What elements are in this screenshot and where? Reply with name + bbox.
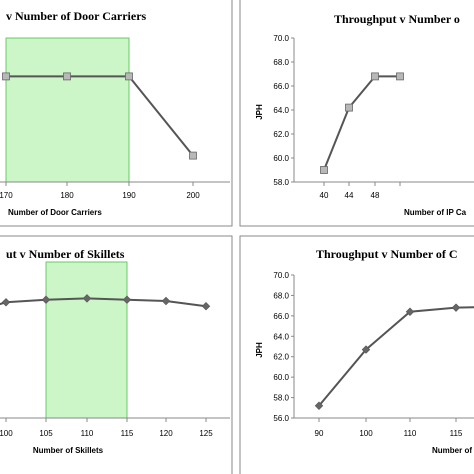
series-group — [320, 72, 404, 174]
series-group — [314, 303, 474, 410]
data-point — [371, 72, 379, 81]
data-point — [125, 72, 133, 81]
plot-clamshells: 56.0 58.0 60.0 62.0 64.0 66.0 68.0 70.0 90 100 110… — [273, 271, 474, 438]
x-axis-label-clamshells: Number of Clamshel — [432, 446, 474, 455]
data-point — [122, 295, 132, 304]
y-tick-label: 70.0 — [273, 34, 289, 43]
data-point — [161, 296, 171, 306]
x-axis-label-ip-carriers: Number of IP Ca — [404, 208, 467, 217]
x-tick-label: 110 — [404, 429, 417, 438]
plot-skillets: 100 105 110 115 120 125 — [0, 261, 230, 438]
x-axis-label-door-carriers: Number of Door Carriers — [8, 208, 102, 217]
x-tick-label: 48 — [371, 191, 380, 200]
x-axis-label-skillets: Number of Skillets — [33, 446, 104, 455]
x-tick-label: 40 — [320, 191, 329, 200]
y-axis-label-clamshells: JPH — [255, 342, 264, 358]
data-point — [82, 294, 92, 303]
chart-title-door-carriers: v Number of Door Carriers — [6, 9, 147, 23]
data-point — [320, 166, 328, 174]
x-tick-label: 90 — [315, 429, 324, 438]
y-tick-label: 58.0 — [273, 178, 289, 187]
y-tick-label: 62.0 — [273, 130, 289, 139]
plot-ip-carriers: 58.0 60.0 62.0 64.0 66.0 68.0 70.0 40 44 48 — [273, 34, 474, 200]
highlight-region — [45, 261, 128, 419]
data-point — [451, 303, 461, 312]
y-tick-label: 68.0 — [273, 291, 289, 300]
series-group — [2, 72, 197, 160]
data-point — [41, 295, 51, 304]
panel-frame-clamshells — [239, 235, 474, 474]
y-tick-label: 68.0 — [273, 58, 289, 67]
y-tick-label: 66.0 — [273, 312, 289, 321]
data-point — [1, 298, 11, 307]
x-tick-label: 115 — [450, 429, 463, 438]
data-point — [405, 307, 415, 316]
y-tick-label: 66.0 — [273, 82, 289, 91]
y-tick-label: 64.0 — [273, 106, 289, 115]
y-tick-label: 56.0 — [273, 414, 289, 423]
x-tick-label: 115 — [121, 429, 134, 438]
x-tick-label: 105 — [39, 429, 53, 438]
data-point — [345, 103, 353, 112]
y-tick-label: 60.0 — [273, 373, 289, 382]
data-point — [2, 72, 10, 81]
x-tick-label: 170 — [0, 191, 13, 200]
y-tick-label: 58.0 — [273, 394, 289, 403]
x-tick-label: 120 — [159, 429, 173, 438]
x-tick-label: 180 — [60, 191, 74, 200]
series-line — [323, 75, 400, 171]
y-tick-label: 60.0 — [273, 154, 289, 163]
x-tick-label: 44 — [345, 191, 354, 200]
y-axis-label-ip-carriers: JPH — [255, 104, 264, 120]
x-tick-label: 100 — [0, 429, 13, 438]
series-group — [0, 294, 211, 311]
data-point — [361, 345, 371, 354]
y-tick-label: 64.0 — [273, 332, 289, 341]
x-tick-label: 125 — [199, 429, 213, 438]
x-tick-label: 100 — [359, 429, 373, 438]
y-tick-label: 70.0 — [273, 271, 289, 280]
highlight-region — [5, 37, 130, 183]
x-tick-label: 190 — [122, 191, 136, 200]
plot-door-carriers: 170 180 190 200 — [0, 37, 230, 200]
chart-title-clamshells: Throughput v Number of C — [316, 247, 458, 261]
y-tick-label: 62.0 — [273, 353, 289, 362]
data-point — [189, 151, 197, 160]
chart-title-skillets: ut v Number of Skillets — [6, 247, 125, 261]
data-point — [314, 401, 324, 410]
data-point — [63, 72, 71, 81]
series-line — [6, 75, 194, 157]
data-point — [201, 301, 211, 311]
x-tick-label: 110 — [81, 429, 94, 438]
chart-title-ip-carriers: Throughput v Number o — [334, 12, 460, 26]
x-tick-label: 200 — [186, 191, 200, 200]
data-point — [396, 72, 404, 81]
panel-frame-ip-carriers — [239, 0, 474, 227]
